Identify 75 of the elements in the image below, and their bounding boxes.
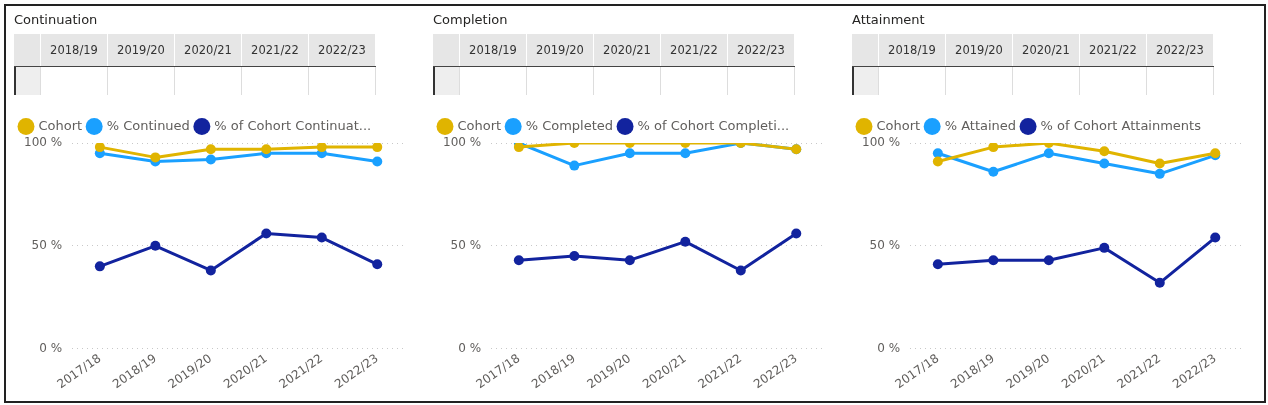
y-tick-label: 100 % xyxy=(443,135,482,150)
text: 2021/22 xyxy=(661,34,728,66)
point xyxy=(1154,168,1165,179)
text: 2022/23 xyxy=(728,34,795,66)
chart-title: Continuation xyxy=(14,12,98,27)
y-tick-label: 0 % xyxy=(877,340,901,355)
point xyxy=(1154,277,1165,288)
text: 2020/21 xyxy=(594,34,661,66)
point xyxy=(150,152,161,163)
legend-label: % of Cohort Continuat... xyxy=(214,117,372,133)
text: 2018/19 xyxy=(460,34,527,66)
text: 2021/22 xyxy=(242,34,309,66)
point xyxy=(1154,158,1165,169)
point xyxy=(316,232,327,243)
legend-label: Cohort xyxy=(38,117,83,133)
point xyxy=(569,160,580,171)
point xyxy=(150,240,161,251)
point xyxy=(513,255,524,266)
text: 2018/19 xyxy=(41,34,108,66)
text: 2020/21 xyxy=(175,34,242,66)
point xyxy=(1043,255,1054,266)
text: 2020/21 xyxy=(1013,34,1080,66)
point xyxy=(261,228,272,239)
y-tick-label: 50 % xyxy=(31,237,63,252)
point xyxy=(1099,158,1110,169)
legend-label: % Completed xyxy=(525,117,614,133)
point xyxy=(932,156,943,167)
point xyxy=(680,236,691,247)
y-tick-label: 50 % xyxy=(869,237,901,252)
legend-label: % of Cohort Completi... xyxy=(637,117,790,133)
point xyxy=(372,259,383,270)
text: 2019/20 xyxy=(108,34,175,66)
point xyxy=(569,251,580,262)
point xyxy=(988,166,999,177)
point xyxy=(1043,148,1054,159)
point xyxy=(94,143,105,153)
legend-label: Cohort xyxy=(876,117,921,133)
y-tick-label: 100 % xyxy=(862,135,901,150)
point xyxy=(372,143,383,153)
point xyxy=(932,148,943,159)
legend-label: % Continued xyxy=(106,117,190,133)
point xyxy=(372,156,383,167)
point xyxy=(1099,242,1110,253)
point xyxy=(735,265,746,276)
point xyxy=(513,143,524,153)
y-tick-label: 0 % xyxy=(458,340,482,355)
point xyxy=(988,143,999,153)
point xyxy=(205,265,216,276)
chart-title: Attainment xyxy=(852,12,925,27)
text: 2019/20 xyxy=(946,34,1013,66)
chart-title: Completion xyxy=(433,12,508,27)
point xyxy=(680,148,691,159)
legend-label: % of Cohort Attainments xyxy=(1040,117,1202,133)
point xyxy=(1099,146,1110,157)
text: 2022/23 xyxy=(309,34,376,66)
point xyxy=(1210,232,1221,243)
point xyxy=(316,143,327,153)
point xyxy=(205,154,216,165)
point xyxy=(205,144,216,155)
y-tick-label: 50 % xyxy=(450,237,482,252)
point xyxy=(94,261,105,272)
text: 2021/22 xyxy=(1080,34,1147,66)
legend-label: Cohort xyxy=(457,117,502,133)
point xyxy=(624,255,635,266)
text: 2022/23 xyxy=(1147,34,1214,66)
y-tick-label: 100 % xyxy=(24,135,63,150)
legend-label: % Attained xyxy=(944,117,1017,133)
point xyxy=(988,255,999,266)
point xyxy=(932,259,943,270)
text: 2018/19 xyxy=(879,34,946,66)
point xyxy=(624,148,635,159)
text: 2019/20 xyxy=(527,34,594,66)
y-tick-label: 0 % xyxy=(39,340,63,355)
point xyxy=(261,144,272,155)
point xyxy=(791,228,802,239)
